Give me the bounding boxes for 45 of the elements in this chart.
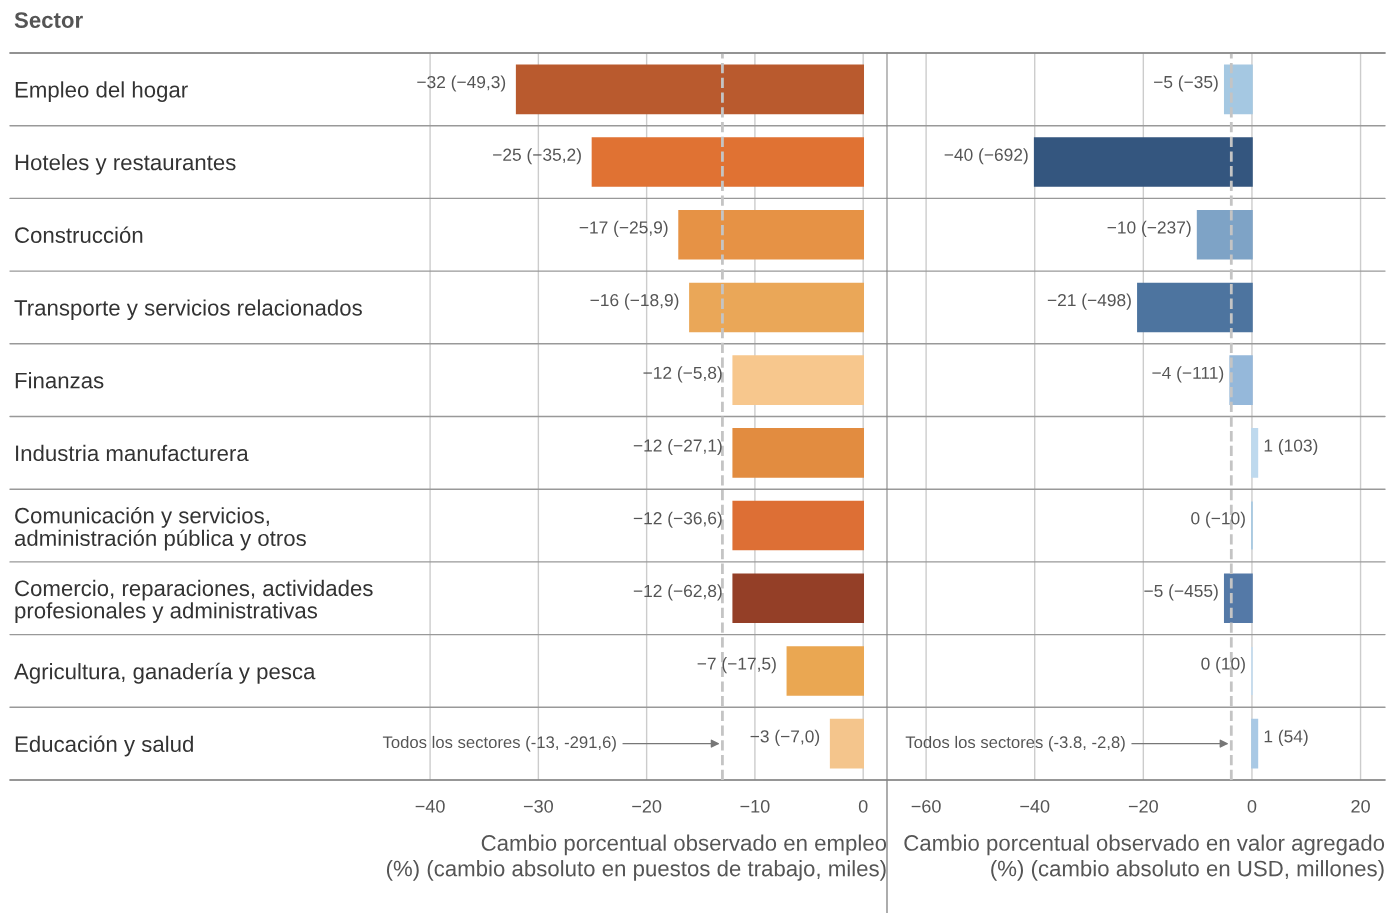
- y-tick-label: Empleo del hogar: [15, 81, 188, 103]
- x-tick-label: −20: [632, 799, 662, 813]
- x-axis-title: Cambio porcentual observado en empleo (%) (cambio absoluto en puestos de trabajo, miles): [386, 834, 887, 881]
- data-label: −17 (−25,9): [579, 220, 668, 238]
- y-tick-label: Agricultura, ganadería y pesca: [14, 662, 316, 684]
- y-tick-label: Hoteles y restaurantes: [15, 154, 236, 175]
- y-tick-label: Finanzas: [15, 372, 104, 389]
- data-label: −12 (−62,8): [633, 584, 722, 601]
- data-label: −5 (−455): [1144, 584, 1218, 601]
- annotation: Todos los sectores (-3.8, -2,8): [905, 735, 1125, 752]
- x-tick-label: −60: [911, 799, 941, 813]
- x-tick-label: −40: [415, 799, 445, 813]
- y-tick-label: Industria manufacturera: [16, 444, 249, 462]
- data-label: −10 (−237): [1107, 220, 1191, 238]
- data-label: −25 (−35,2): [493, 148, 581, 165]
- y-tick-label: Transporte y servicios relacionados: [14, 299, 362, 321]
- data-label: −40 (−692): [944, 148, 1028, 165]
- data-label: −4 (−111): [1152, 366, 1224, 383]
- data-label: 0 (−10): [1191, 511, 1245, 528]
- data-label: −12 (−36,6): [633, 511, 722, 528]
- x-tick-label: 0: [1247, 799, 1257, 813]
- x-tick-label: −10: [740, 799, 770, 813]
- data-label: −7 (−17,5): [697, 657, 776, 674]
- data-label: −12 (−27,1): [633, 438, 722, 456]
- data-label: −21 (−498): [1047, 293, 1131, 310]
- annotation: Todos los sectores (-13, -291,6): [382, 735, 616, 752]
- data-label: 1 (103): [1264, 438, 1318, 456]
- y-tick-label: Educación y salud: [15, 735, 193, 757]
- data-label: −5 (−35): [1154, 75, 1218, 92]
- data-label: −32 (−49,3): [417, 75, 506, 92]
- x-tick-label: −20: [1128, 799, 1158, 813]
- chart-title: Sector: [14, 12, 83, 28]
- data-label: −12 (−5,8): [643, 366, 722, 383]
- x-tick-label: −40: [1020, 799, 1050, 813]
- data-label: 0 (10): [1201, 657, 1245, 674]
- data-label: −3 (−7,0): [750, 729, 820, 746]
- data-label: −16 (−18,9): [590, 293, 679, 310]
- x-tick-label: 0: [858, 799, 868, 813]
- y-tick-label: Comercio, reparaciones, actividades profesionales y administrativas: [15, 579, 373, 623]
- y-tick-label: Construcción: [15, 226, 143, 244]
- x-tick-label: 20: [1351, 799, 1370, 813]
- y-tick-label: Comunicación y servicios, administración pública y otros: [14, 506, 306, 551]
- x-axis-title: Cambio porcentual observado en valor agregado (%) (cambio absoluto en USD, millones): [904, 834, 1385, 881]
- x-tick-label: −30: [523, 799, 553, 813]
- data-label: 1 (54): [1264, 729, 1308, 746]
